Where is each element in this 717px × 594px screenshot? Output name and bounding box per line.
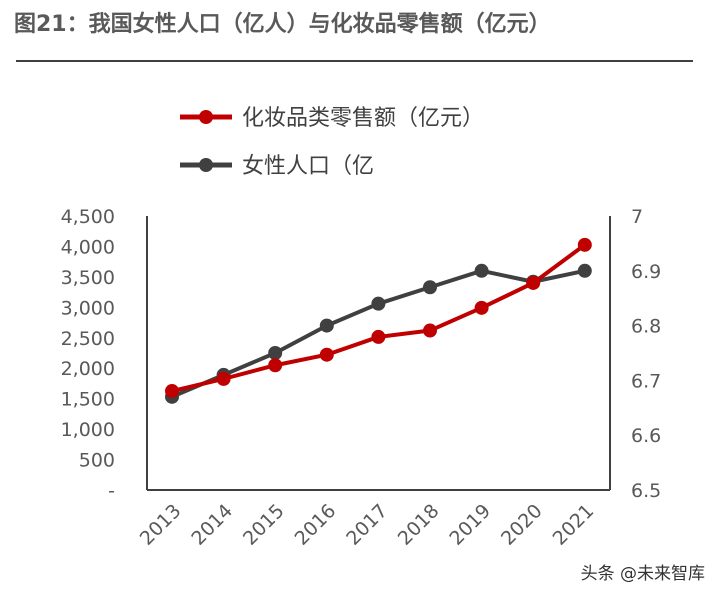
cosmetics-sales-point <box>216 371 231 386</box>
left-tick-label: 1,000 <box>61 419 115 441</box>
legend-swatch-marker <box>199 110 213 124</box>
x-tick-label: 2013 <box>136 500 186 550</box>
chart-title: 图21：我国女性人口（亿人）与化妆品零售额（亿元） <box>14 12 551 37</box>
right-tick-label: 6.5 <box>631 480 661 502</box>
legend-swatch-marker <box>199 158 213 172</box>
legend-label: 女性人口（亿 <box>242 154 374 179</box>
x-tick-label: 2015 <box>239 500 289 550</box>
x-tick-label: 2020 <box>497 500 547 550</box>
female-population-point <box>474 263 489 278</box>
cosmetics-sales-point <box>526 275 541 290</box>
cosmetics-sales-point <box>319 347 334 362</box>
x-tick-label: 2018 <box>394 500 444 550</box>
left-tick-label: 2,000 <box>61 358 115 380</box>
right-tick-label: 6.8 <box>631 316 661 338</box>
left-tick-label: 4,500 <box>61 206 115 228</box>
left-tick-label: 1,500 <box>61 389 115 411</box>
cosmetics-sales-point <box>165 384 179 399</box>
right-tick-label: 6.9 <box>631 261 661 283</box>
cosmetics-sales-point <box>268 358 283 373</box>
cosmetics-sales-point <box>371 329 386 344</box>
right-tick-label: 6.6 <box>631 425 661 447</box>
left-tick-label: 3,000 <box>61 297 115 319</box>
legend-label: 化妆品类零售额（亿元） <box>242 106 484 131</box>
female-population-point <box>577 263 592 278</box>
cosmetics-sales-point <box>423 323 437 338</box>
cosmetics-sales-point <box>577 237 592 252</box>
right-tick-label: 7 <box>631 206 643 228</box>
watermark: 头条 @未来智库 <box>580 564 705 584</box>
x-tick-label: 2021 <box>549 500 599 550</box>
left-tick-label: 500 <box>79 450 115 472</box>
female-population-point <box>371 296 386 311</box>
left-tick-label: - <box>108 480 115 502</box>
right-tick-label: 6.7 <box>631 370 661 392</box>
left-tick-label: 2,500 <box>61 328 115 350</box>
x-tick-label: 2014 <box>187 500 237 550</box>
cosmetics-sales-point <box>474 300 489 315</box>
female-population-point <box>268 346 283 360</box>
x-tick-label: 2019 <box>445 500 495 550</box>
title-divider <box>16 60 693 62</box>
female-population-point <box>319 318 334 333</box>
x-tick-label: 2017 <box>342 500 392 550</box>
female-population-point <box>423 280 437 295</box>
left-tick-label: 3,500 <box>61 267 115 289</box>
left-tick-label: 4,000 <box>61 236 115 258</box>
x-tick-label: 2016 <box>291 500 341 550</box>
